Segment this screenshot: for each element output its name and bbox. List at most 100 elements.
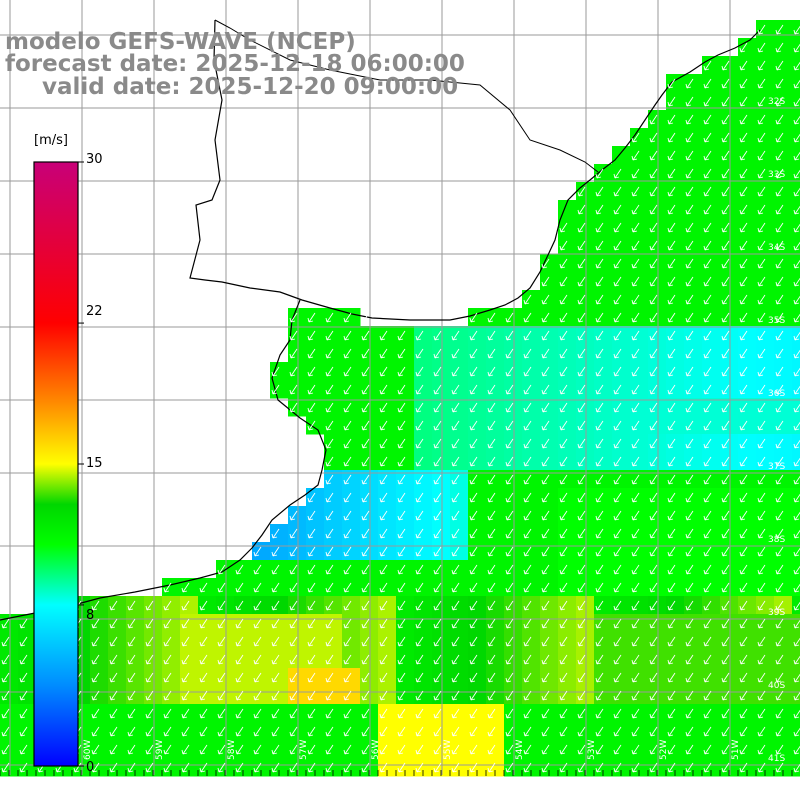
wind-arrow bbox=[307, 654, 316, 665]
wind-speed-cell bbox=[378, 686, 397, 705]
wind-arrow bbox=[793, 763, 800, 773]
wind-speed-cell bbox=[774, 74, 793, 93]
wind-arrow bbox=[757, 132, 766, 143]
wind-arrow bbox=[631, 384, 640, 395]
wind-arrow bbox=[613, 420, 622, 431]
wind-arrow bbox=[757, 672, 766, 683]
wind-arrow bbox=[451, 384, 460, 395]
wind-speed-cell bbox=[702, 182, 721, 201]
wind-arrow bbox=[775, 384, 784, 395]
wind-arrow bbox=[757, 258, 766, 269]
wind-arrow bbox=[613, 654, 622, 665]
wind-speed-cell bbox=[234, 704, 253, 723]
wind-arrow bbox=[775, 276, 784, 287]
colorbar-tick-label: 0 bbox=[86, 760, 95, 775]
wind-speed-cell bbox=[432, 434, 451, 453]
wind-arrow bbox=[451, 600, 460, 611]
wind-arrow bbox=[505, 510, 514, 521]
wind-speed-cell bbox=[378, 632, 397, 651]
wind-arrow bbox=[613, 744, 622, 755]
wind-speed-cell bbox=[792, 722, 800, 741]
wind-arrow bbox=[757, 168, 766, 179]
wind-arrow bbox=[577, 672, 586, 683]
wind-speed-cell bbox=[342, 722, 361, 741]
wind-arrow bbox=[595, 168, 604, 179]
wind-arrow bbox=[739, 474, 748, 485]
wind-arrow bbox=[487, 492, 496, 503]
wind-speed-cell bbox=[288, 668, 307, 687]
wind-speed-cell bbox=[252, 596, 271, 615]
wind-arrow bbox=[415, 492, 424, 503]
wind-arrow bbox=[415, 366, 424, 377]
wind-arrow bbox=[271, 690, 280, 701]
wind-arrow bbox=[577, 240, 586, 251]
wind-arrow bbox=[649, 240, 658, 251]
wind-arrow bbox=[613, 186, 622, 197]
wind-speed-cell bbox=[0, 668, 19, 687]
wind-speed-cell bbox=[738, 686, 757, 705]
wind-speed-cell bbox=[594, 380, 613, 399]
wind-speed-cell bbox=[288, 578, 307, 597]
wind-arrow bbox=[523, 690, 532, 701]
wind-speed-cell bbox=[666, 722, 685, 741]
wind-speed-cell bbox=[432, 542, 451, 561]
wind-speed-cell bbox=[720, 704, 739, 723]
wind-arrow bbox=[739, 654, 748, 665]
wind-speed-cell bbox=[342, 506, 361, 525]
wind-speed-cell bbox=[648, 146, 667, 165]
wind-arrow bbox=[505, 312, 514, 323]
wind-arrow bbox=[523, 546, 532, 557]
wind-arrow bbox=[433, 618, 442, 629]
wind-speed-cell bbox=[504, 416, 523, 435]
wind-speed-cell bbox=[468, 434, 487, 453]
wind-speed-cell bbox=[648, 236, 667, 255]
wind-arrow bbox=[361, 528, 370, 539]
wind-speed-cell bbox=[342, 578, 361, 597]
wind-arrow bbox=[541, 456, 550, 467]
wind-speed-cell bbox=[396, 362, 415, 381]
wind-speed-cell bbox=[162, 596, 181, 615]
wind-arrow bbox=[631, 276, 640, 287]
wind-arrow bbox=[379, 582, 388, 593]
wind-speed-cell bbox=[558, 236, 577, 255]
wind-speed-cell bbox=[468, 596, 487, 615]
wind-arrow bbox=[433, 438, 442, 449]
wind-arrow bbox=[703, 564, 712, 575]
wind-speed-cell bbox=[648, 290, 667, 309]
wind-speed-cell bbox=[324, 326, 343, 345]
wind-speed-cell bbox=[126, 668, 145, 687]
wind-speed-cell bbox=[558, 308, 577, 327]
wind-arrow bbox=[451, 726, 460, 737]
wind-arrow bbox=[667, 222, 676, 233]
wind-speed-cell bbox=[648, 506, 667, 525]
wind-arrow bbox=[649, 618, 658, 629]
wind-speed-cell bbox=[666, 434, 685, 453]
wind-speed-cell bbox=[180, 614, 199, 633]
wind-speed-cell bbox=[0, 650, 19, 669]
wind-arrow bbox=[703, 222, 712, 233]
wind-speed-cell bbox=[630, 524, 649, 543]
wind-arrow bbox=[775, 60, 784, 71]
wind-speed-cell bbox=[684, 200, 703, 219]
wind-arrow bbox=[667, 420, 676, 431]
wind-speed-cell bbox=[684, 542, 703, 561]
wind-arrow bbox=[793, 475, 800, 485]
wind-speed-cell bbox=[288, 560, 307, 579]
wind-arrow bbox=[667, 582, 676, 593]
wind-arrow bbox=[739, 690, 748, 701]
wind-speed-cell bbox=[792, 380, 800, 399]
wind-speed-cell bbox=[486, 614, 505, 633]
wind-arrow bbox=[631, 258, 640, 269]
wind-arrow bbox=[343, 402, 352, 413]
wind-speed-cell bbox=[162, 668, 181, 687]
wind-arrow bbox=[721, 762, 730, 773]
wind-arrow bbox=[685, 636, 694, 647]
wind-speed-cell bbox=[630, 362, 649, 381]
wind-arrow bbox=[613, 438, 622, 449]
wind-speed-cell bbox=[504, 524, 523, 543]
wind-speed-cell bbox=[684, 74, 703, 93]
longitude-label: 51W bbox=[731, 740, 741, 760]
wind-arrow bbox=[757, 420, 766, 431]
wind-speed-cell bbox=[342, 668, 361, 687]
wind-arrow bbox=[379, 564, 388, 575]
